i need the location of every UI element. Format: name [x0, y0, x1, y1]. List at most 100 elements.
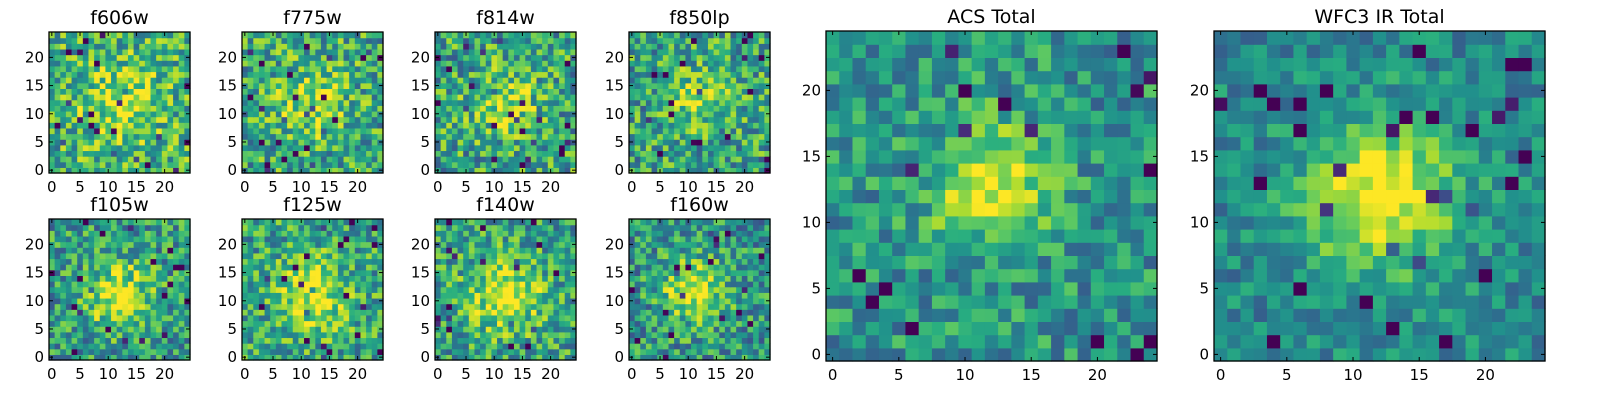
heatmap-cell	[247, 275, 254, 282]
heatmap-cell	[707, 32, 715, 39]
heatmap-cell	[547, 314, 555, 322]
heatmap-cell	[275, 309, 283, 316]
y-tick-label: 15	[605, 77, 624, 95]
heatmap-cell	[253, 286, 260, 293]
heatmap-cell	[253, 156, 260, 163]
heatmap-cell	[371, 241, 378, 248]
heatmap-cell	[440, 32, 447, 39]
heatmap-cell	[156, 127, 163, 135]
heatmap-cell	[451, 156, 459, 163]
heatmap-cell	[491, 156, 498, 163]
heatmap-cell	[440, 343, 447, 350]
heatmap-cell	[629, 156, 636, 163]
heatmap-cell	[497, 269, 504, 276]
heatmap-cell	[54, 32, 61, 39]
heatmap-cell	[651, 71, 658, 78]
heatmap-cell	[491, 77, 498, 84]
heatmap-cell	[736, 326, 743, 333]
heatmap-cell	[457, 309, 464, 316]
heatmap-cell	[491, 343, 498, 350]
heatmap-cell	[270, 314, 277, 322]
heatmap-cell	[435, 292, 442, 299]
heatmap-cell	[343, 71, 350, 78]
heatmap-cell	[741, 314, 749, 322]
heatmap-cell	[696, 48, 703, 56]
heatmap-cell	[360, 275, 367, 282]
heatmap-cell	[247, 281, 254, 288]
heatmap-cell	[564, 139, 571, 146]
heatmap-cell	[94, 275, 101, 282]
heatmap-cell	[349, 269, 356, 276]
heatmap-cell	[161, 269, 169, 276]
heatmap-cell	[60, 354, 67, 361]
heatmap-cell	[320, 320, 328, 327]
heatmap-cell	[111, 264, 118, 271]
heatmap-cell	[525, 326, 532, 333]
heatmap-cell	[178, 292, 185, 299]
heatmap-cell	[634, 122, 641, 129]
heatmap-cell	[707, 331, 715, 339]
heatmap-cell	[258, 65, 266, 73]
y-tick-label: 20	[411, 235, 430, 253]
heatmap-cell	[377, 292, 384, 299]
heatmap-cell	[485, 297, 492, 305]
heatmap-cell	[440, 297, 447, 305]
heatmap-cell	[679, 88, 686, 95]
heatmap-cell	[88, 320, 95, 327]
heatmap-cell	[287, 156, 294, 163]
heatmap-cell	[173, 122, 180, 129]
heatmap-cell	[88, 82, 95, 89]
heatmap-cell	[82, 235, 90, 243]
heatmap-cell	[724, 297, 732, 305]
heatmap-cell	[519, 281, 526, 288]
heatmap-cell	[253, 48, 260, 56]
heatmap-cell	[564, 156, 571, 163]
heatmap-cell	[542, 343, 549, 350]
heatmap-cell	[264, 82, 271, 89]
heatmap-cell	[150, 32, 157, 39]
heatmap-cell	[513, 99, 521, 106]
heatmap-cell	[49, 60, 56, 67]
heatmap-cell	[530, 161, 538, 168]
heatmap-cell	[315, 43, 322, 50]
heatmap-cell	[366, 60, 373, 67]
heatmap-cell	[315, 320, 322, 327]
heatmap-cell	[122, 88, 129, 95]
heatmap-cell	[564, 337, 571, 344]
heatmap-cell	[281, 94, 288, 101]
heatmap-cell	[320, 32, 328, 39]
heatmap-cell	[553, 139, 560, 146]
heatmap-cell	[553, 88, 560, 95]
heatmap-cell	[707, 354, 715, 361]
heatmap-cell	[178, 99, 185, 106]
heatmap-cell	[349, 43, 356, 50]
heatmap-cell	[696, 133, 703, 140]
heatmap-cell	[247, 161, 254, 168]
heatmap-cell	[753, 331, 760, 339]
heatmap-cell	[536, 122, 543, 129]
heatmap-cell	[161, 314, 169, 322]
heatmap-cell	[497, 150, 504, 157]
heatmap-cell	[634, 269, 641, 276]
heatmap-cell	[144, 161, 152, 168]
heatmap-cell	[519, 82, 526, 89]
heatmap-cell	[446, 247, 453, 254]
heatmap-cell	[275, 32, 283, 39]
heatmap-cell	[326, 292, 333, 299]
heatmap-cell	[270, 309, 277, 316]
heatmap-cell	[463, 281, 470, 288]
heatmap-cell	[366, 269, 373, 276]
heatmap-cell	[264, 354, 271, 361]
heatmap-cell	[156, 286, 163, 293]
heatmap-cell	[730, 43, 737, 50]
heatmap-cell	[553, 156, 560, 163]
heatmap-cell	[354, 297, 362, 305]
heatmap-cell	[736, 281, 743, 288]
heatmap-cell	[559, 82, 566, 89]
heatmap-cell	[553, 43, 560, 50]
heatmap-cell	[474, 269, 481, 276]
heatmap-cell	[298, 105, 305, 112]
heatmap-cell	[349, 337, 356, 344]
heatmap-cell	[144, 88, 152, 95]
heatmap-cell	[275, 127, 283, 135]
